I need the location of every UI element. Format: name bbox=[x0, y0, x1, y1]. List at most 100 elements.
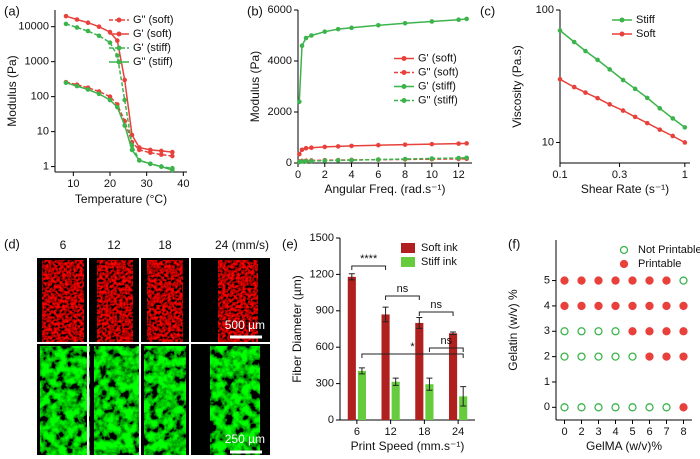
data-point bbox=[657, 106, 663, 111]
x-tick-label: 8 bbox=[402, 169, 408, 181]
y-tick-label: 10000 bbox=[18, 21, 49, 33]
series-line bbox=[65, 81, 173, 171]
y-tick-label: 1 bbox=[43, 160, 49, 172]
data-point bbox=[303, 158, 309, 164]
x-tick-label: 24 bbox=[452, 426, 464, 438]
data-point bbox=[115, 104, 120, 110]
significance-label: **** bbox=[360, 253, 378, 265]
data-point bbox=[402, 142, 408, 147]
data-point bbox=[662, 403, 671, 412]
data-point bbox=[122, 123, 127, 128]
data-point bbox=[611, 301, 620, 311]
x-tick-label: 18 bbox=[418, 426, 430, 438]
legend-marker bbox=[401, 98, 407, 103]
data-point bbox=[115, 53, 120, 58]
bar bbox=[381, 314, 390, 420]
data-point bbox=[662, 276, 671, 285]
data-point bbox=[645, 276, 654, 285]
data-point bbox=[349, 143, 354, 149]
data-point bbox=[297, 99, 302, 105]
data-point bbox=[662, 352, 671, 361]
data-point bbox=[159, 148, 164, 154]
significance-bracket bbox=[385, 295, 420, 300]
x-tick-label: 0 bbox=[295, 169, 301, 181]
bar bbox=[449, 333, 458, 420]
y-tick-label: 4000 bbox=[268, 55, 292, 67]
data-point bbox=[309, 33, 314, 38]
x-tick-label: 12 bbox=[385, 426, 397, 438]
data-point bbox=[594, 301, 603, 311]
y-tick-label: 4 bbox=[544, 300, 550, 312]
x-tick-label: 8 bbox=[680, 426, 686, 438]
data-point bbox=[577, 403, 586, 412]
data-point bbox=[122, 77, 127, 83]
significance-label: ns bbox=[397, 283, 409, 295]
data-point bbox=[429, 19, 435, 24]
fiber-image bbox=[97, 260, 133, 342]
data-point bbox=[63, 13, 69, 19]
legend-label: G" (stiff) bbox=[133, 56, 173, 68]
y-tick-label: 5 bbox=[544, 274, 550, 286]
series-line bbox=[65, 81, 173, 157]
legend-label: G' (soft) bbox=[133, 28, 172, 40]
scale-bar-label: 250 µm bbox=[225, 432, 265, 446]
legend-label: G' (stiff) bbox=[133, 42, 171, 54]
y-tick-label: 100 bbox=[536, 4, 554, 16]
fiber-image bbox=[40, 346, 90, 455]
data-point bbox=[464, 141, 469, 146]
error-bar bbox=[348, 273, 355, 281]
data-point bbox=[85, 28, 91, 34]
data-point bbox=[170, 167, 175, 173]
fiber-image bbox=[42, 260, 84, 342]
data-point bbox=[107, 40, 113, 45]
data-point bbox=[299, 159, 305, 164]
data-point bbox=[679, 327, 688, 336]
data-point bbox=[309, 158, 314, 164]
data-point bbox=[297, 151, 302, 157]
data-point bbox=[595, 57, 600, 63]
data-point bbox=[85, 20, 91, 26]
data-point bbox=[303, 35, 309, 41]
data-point bbox=[402, 156, 408, 162]
data-point bbox=[349, 157, 354, 163]
data-point bbox=[583, 90, 588, 95]
data-point bbox=[560, 352, 569, 361]
data-point bbox=[376, 23, 381, 28]
data-point bbox=[74, 25, 80, 30]
legend-marker bbox=[619, 245, 629, 255]
data-point bbox=[557, 28, 563, 33]
bar bbox=[391, 381, 400, 420]
y-tick-label: 1200 bbox=[310, 268, 334, 280]
data-point bbox=[560, 301, 569, 311]
y-axis-label: Gelatin (w/v) % bbox=[506, 289, 520, 371]
data-point bbox=[129, 147, 135, 153]
y-tick-label: 300 bbox=[316, 378, 334, 390]
significance-bracket bbox=[361, 353, 464, 358]
data-point bbox=[645, 403, 654, 412]
panel-d-images bbox=[37, 258, 270, 455]
bar bbox=[357, 370, 366, 420]
data-point bbox=[96, 33, 102, 39]
data-point bbox=[611, 276, 620, 285]
data-point bbox=[577, 327, 586, 336]
scale-bar-label: 500 µm bbox=[225, 318, 265, 332]
fiber-image bbox=[94, 346, 140, 455]
data-point bbox=[611, 352, 620, 361]
panel-label: (d) bbox=[4, 236, 20, 251]
x-axis-label: GelMA (w/v)% bbox=[586, 439, 662, 453]
data-point bbox=[322, 158, 328, 163]
y-tick-label: 0 bbox=[328, 414, 334, 426]
data-point bbox=[607, 67, 612, 72]
data-point bbox=[335, 26, 341, 32]
data-point bbox=[682, 140, 688, 145]
data-point bbox=[682, 125, 688, 130]
y-axis-label: Fiber Diameter (µm) bbox=[290, 275, 304, 383]
data-point bbox=[322, 144, 328, 150]
data-point bbox=[628, 352, 637, 361]
data-point bbox=[577, 301, 586, 311]
data-point bbox=[376, 142, 381, 148]
data-point bbox=[159, 152, 164, 157]
x-tick-label: 2 bbox=[322, 169, 328, 181]
x-tick-label: 12 bbox=[452, 169, 464, 181]
